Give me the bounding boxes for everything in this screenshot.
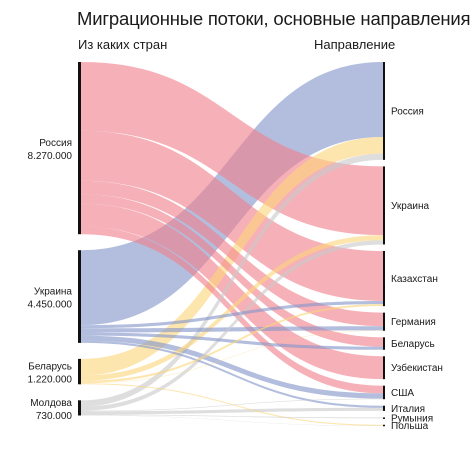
flow-moldova-to-usa	[81, 398, 383, 412]
target-name-uzbekistan: Узбекистан	[391, 362, 443, 374]
flow-ukraine-to-kazakhstan	[81, 300, 383, 329]
flow-russia-to-ukraine	[81, 62, 383, 236]
source-bar-russia	[78, 62, 81, 235]
flow-moldova-to-italy	[81, 407, 383, 415]
source-value-moldova: 730.000	[36, 411, 73, 422]
target-name-ukraine: Украина	[391, 201, 430, 212]
source-name-russia: Россия	[39, 138, 72, 149]
target-name-russia: Россия	[391, 106, 424, 117]
target-bar-ukraine	[383, 166, 385, 245]
source-value-ukraine: 4.450.000	[28, 300, 73, 311]
target-bar-usa	[383, 385, 385, 400]
source-column-header: Из каких стран	[78, 37, 168, 52]
flow-russia-to-germany	[81, 180, 383, 327]
flow-belarus-to-poland	[81, 383, 383, 426]
flow-ukraine-to-usa	[81, 335, 383, 399]
target-bar-belarus	[383, 337, 385, 350]
target-column-header: Направление	[314, 37, 396, 52]
target-name-belarus: Беларусь	[391, 339, 435, 350]
flow-moldova-to-poland	[81, 415, 383, 426]
source-name-belarus: Беларусь	[28, 362, 72, 373]
target-bar-poland	[383, 424, 385, 427]
target-bar-russia	[383, 62, 385, 160]
flow-moldova-to-romania	[81, 414, 383, 419]
target-name-germany: Германия	[391, 317, 436, 328]
flow-russia-to-belarus	[81, 194, 383, 347]
flow-ukraine-to-germany	[81, 326, 383, 333]
source-value-russia: 8.270.000	[28, 151, 73, 162]
flow-ukraine-to-italy	[81, 340, 383, 408]
source-name-moldova: Молдова	[30, 398, 72, 409]
target-bar-italy	[383, 405, 385, 411]
target-name-romania: Румыния	[391, 413, 433, 424]
target-name-usa: США	[391, 388, 414, 399]
target-name-italy: Италия	[391, 404, 425, 415]
source-bar-ukraine	[78, 250, 81, 343]
flow-moldova-to-russia	[81, 153, 383, 407]
target-bar-germany	[383, 312, 385, 331]
source-value-belarus: 1.220.000	[28, 375, 73, 386]
target-name-kazakhstan: Казахстан	[391, 274, 438, 285]
flow-belarus-to-germany	[81, 330, 383, 384]
source-bar-moldova	[78, 400, 81, 416]
flow-ukraine-to-belarus	[81, 332, 383, 350]
source-name-ukraine: Украина	[34, 287, 73, 298]
chart-title: Миграционные потоки, основные направлени…	[77, 8, 471, 29]
target-name-poland: Польша	[391, 421, 429, 432]
flow-moldova-to-ukraine	[81, 240, 383, 411]
target-bar-uzbekistan	[383, 356, 385, 380]
target-bar-romania	[383, 417, 385, 419]
target-bar-kazakhstan	[383, 250, 385, 307]
source-bar-belarus	[78, 358, 81, 385]
flow-russia-to-uzbekistan	[81, 203, 383, 380]
flow-belarus-to-kazakhstan	[81, 304, 383, 383]
flow-belarus-to-ukraine	[81, 235, 383, 381]
